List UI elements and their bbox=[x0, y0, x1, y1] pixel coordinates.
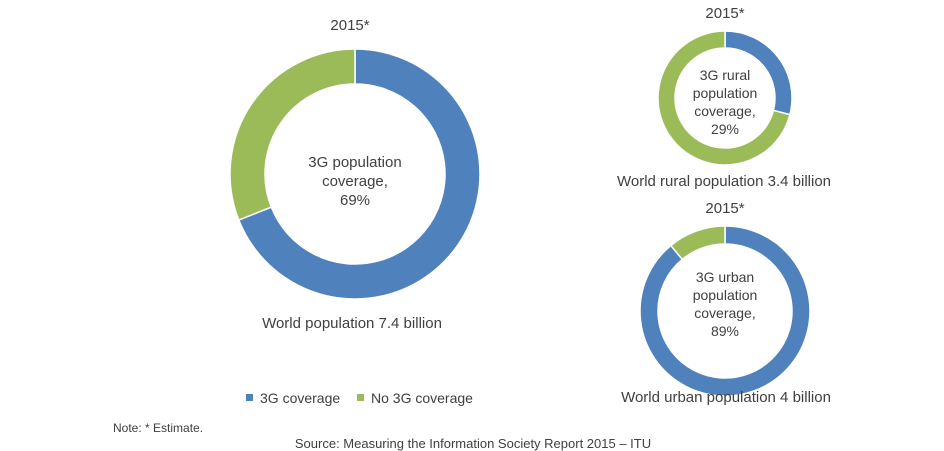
donut-slice-no-3g-coverage bbox=[669, 225, 726, 261]
center-label-line-3: coverage, bbox=[694, 103, 755, 119]
legend: 3G coverage No 3G coverage bbox=[246, 390, 473, 406]
center-label-line-1: 3G population bbox=[308, 154, 401, 171]
center-label-line-3: 69% bbox=[340, 192, 370, 209]
center-label-line-2: coverage, bbox=[322, 173, 388, 190]
year-label: 2015* bbox=[705, 5, 744, 22]
donut-slice-no-3g-coverage bbox=[229, 48, 356, 221]
donut-slices bbox=[229, 48, 481, 300]
year-label: 2015* bbox=[330, 17, 369, 34]
source-text: Source: Measuring the Information Societ… bbox=[295, 436, 651, 451]
donut-slices bbox=[639, 225, 811, 397]
legend-swatch-no-3g-coverage bbox=[357, 394, 364, 401]
legend-label-3g-coverage: 3G coverage bbox=[260, 390, 340, 406]
donut-chart-urban: 2015* 3G urban population coverage, 89% … bbox=[621, 200, 831, 406]
note-text: Note: * Estimate. bbox=[113, 421, 203, 435]
donut-caption: World urban population 4 billion bbox=[621, 389, 831, 406]
center-label-line-4: 29% bbox=[711, 121, 739, 137]
year-label: 2015* bbox=[705, 200, 744, 217]
center-label-line-1: 3G rural bbox=[700, 67, 751, 83]
center-label-line-4: 89% bbox=[711, 323, 739, 339]
donut-caption: World rural population 3.4 billion bbox=[617, 173, 831, 190]
donut-slice-3g-coverage bbox=[237, 48, 481, 300]
legend-label-no-3g-coverage: No 3G coverage bbox=[371, 390, 473, 406]
center-label-line-2: population bbox=[693, 287, 758, 303]
donut-slices bbox=[657, 30, 793, 166]
center-label-line-1: 3G urban bbox=[696, 269, 754, 285]
donut-caption: World population 7.4 billion bbox=[262, 315, 442, 332]
donut-slice-no-3g-coverage bbox=[657, 30, 791, 166]
donut-chart-rural: 2015* 3G rural population coverage, 29% … bbox=[617, 5, 831, 190]
donut-chart-world: 2015* 3G population coverage, 69% World … bbox=[229, 17, 481, 332]
center-label-line-3: coverage, bbox=[694, 305, 755, 321]
legend-swatch-3g-coverage bbox=[246, 394, 253, 401]
donut-slice-3g-coverage bbox=[639, 225, 811, 397]
center-label-line-2: population bbox=[693, 85, 758, 101]
